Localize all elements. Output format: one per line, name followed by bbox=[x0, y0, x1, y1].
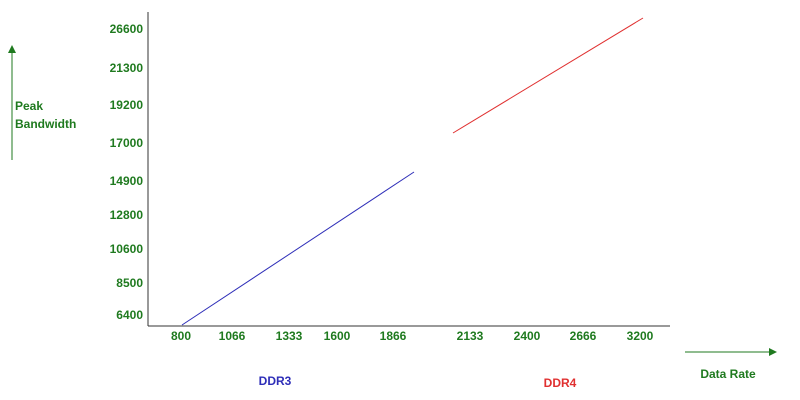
y-tick-label: 21300 bbox=[110, 61, 144, 75]
x-tick-label: 1866 bbox=[380, 329, 407, 343]
y-tick-label: 6400 bbox=[116, 308, 143, 322]
y-tick-label: 19200 bbox=[110, 98, 144, 112]
y-axis-label: Peak bbox=[15, 99, 43, 113]
y-tick-label: 14900 bbox=[110, 174, 144, 188]
series-label: DDR3 bbox=[259, 374, 292, 388]
x-tick-label: 1066 bbox=[219, 329, 246, 343]
y-tick-label: 12800 bbox=[110, 208, 144, 222]
x-tick-label: 2400 bbox=[514, 329, 541, 343]
x-tick-label: 3200 bbox=[627, 329, 654, 343]
y-tick-label: 26600 bbox=[110, 22, 144, 36]
y-tick-label: 10600 bbox=[110, 242, 144, 256]
x-tick-label: 1333 bbox=[276, 329, 303, 343]
x-tick-label: 1600 bbox=[324, 329, 351, 343]
x-tick-label: 2666 bbox=[570, 329, 597, 343]
x-tick-label: 800 bbox=[171, 329, 191, 343]
ddr4-line bbox=[452, 17, 644, 134]
y-tick-label: 17000 bbox=[110, 136, 144, 150]
y-axis-label: Bandwidth bbox=[15, 117, 76, 131]
ddr3-line bbox=[181, 171, 415, 326]
series-label: DDR4 bbox=[544, 376, 577, 390]
x-tick-label: 2133 bbox=[457, 329, 484, 343]
y-tick-label: 8500 bbox=[116, 276, 143, 290]
x-axis-label: Data Rate bbox=[700, 367, 756, 381]
